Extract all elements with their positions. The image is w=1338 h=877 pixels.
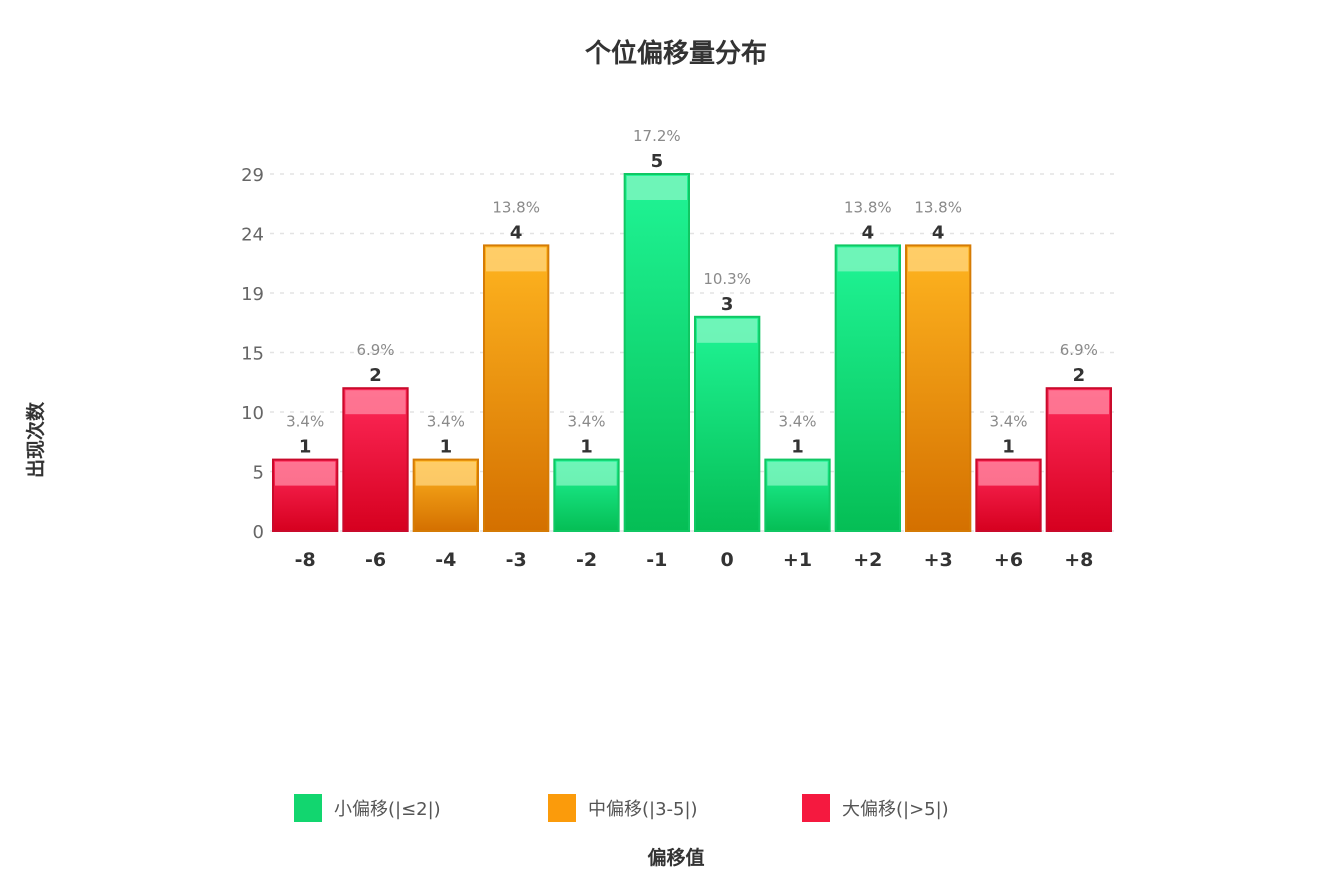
count-label: 4 xyxy=(932,222,945,243)
x-tick-label: -8 xyxy=(295,549,316,571)
chart-title: 个位偏移量分布 xyxy=(585,38,767,69)
legend-swatch-medium xyxy=(548,794,576,822)
y-axis-label: 出现次数 xyxy=(24,401,47,478)
percent-label: 3.4% xyxy=(567,413,605,431)
bar xyxy=(483,244,550,532)
y-tick-label: 5 xyxy=(253,463,264,484)
percent-label: 13.8% xyxy=(492,198,540,216)
bar-highlight xyxy=(345,390,406,415)
x-tick-label: +3 xyxy=(924,549,953,571)
bar-highlight xyxy=(767,461,828,486)
x-tick-label: +2 xyxy=(853,549,882,571)
bar-highlight xyxy=(978,461,1039,486)
x-tick-label: +8 xyxy=(1064,549,1093,571)
data-labels: 13.4%26.9%13.4%413.8%13.4%517.2%310.3%13… xyxy=(286,127,1098,458)
percent-label: 6.9% xyxy=(1060,341,1098,359)
x-tick-label: -3 xyxy=(506,549,527,571)
y-tick-label: 19 xyxy=(241,284,264,305)
bars xyxy=(272,173,1112,533)
bar-highlight xyxy=(837,247,898,272)
count-label: 1 xyxy=(440,437,453,458)
bar xyxy=(694,315,761,532)
count-label: 1 xyxy=(299,437,312,458)
x-tick-label: +1 xyxy=(783,549,812,571)
count-label: 1 xyxy=(791,437,804,458)
x-tick-label: 0 xyxy=(721,549,734,571)
x-tick-label: +6 xyxy=(994,549,1023,571)
count-label: 2 xyxy=(1073,365,1086,386)
y-tick-label: 24 xyxy=(241,225,264,246)
y-axis-ticks: 0 5 10 15 19 24 29 xyxy=(241,165,264,543)
legend-label-large: 大偏移(|>5|) xyxy=(842,799,949,820)
y-tick-label: 29 xyxy=(241,165,264,186)
count-label: 4 xyxy=(862,222,875,243)
percent-label: 3.4% xyxy=(286,413,324,431)
count-label: 1 xyxy=(1002,437,1015,458)
percent-label: 3.4% xyxy=(778,413,816,431)
legend: 小偏移(|≤2|) 中偏移(|3-5|) 大偏移(|>5|) xyxy=(294,794,949,822)
percent-label: 13.8% xyxy=(914,198,962,216)
x-tick-label: -4 xyxy=(435,549,456,571)
x-tick-label: -6 xyxy=(365,549,386,571)
bar-highlight xyxy=(275,461,336,486)
bar xyxy=(834,244,902,532)
grid-lines xyxy=(270,173,1114,532)
percent-label: 6.9% xyxy=(356,341,394,359)
bar xyxy=(905,244,972,532)
bar-highlight xyxy=(1048,390,1109,415)
legend-swatch-large xyxy=(802,794,830,822)
percent-label: 13.8% xyxy=(844,198,892,216)
legend-swatch-small xyxy=(294,794,322,822)
bar-highlight xyxy=(486,247,547,272)
y-tick-label: 0 xyxy=(253,522,264,543)
count-label: 3 xyxy=(721,294,734,315)
bar-highlight xyxy=(697,318,758,343)
bar-highlight xyxy=(626,176,687,200)
y-tick-label: 10 xyxy=(241,403,264,424)
percent-label: 10.3% xyxy=(703,270,751,288)
x-tick-label: -1 xyxy=(646,549,667,571)
percent-label: 3.4% xyxy=(989,413,1027,431)
legend-label-small: 小偏移(|≤2|) xyxy=(334,799,441,820)
count-label: 5 xyxy=(651,151,664,172)
count-label: 4 xyxy=(510,222,523,243)
bar-highlight xyxy=(908,247,969,272)
x-tick-label: -2 xyxy=(576,549,597,571)
legend-label-medium: 中偏移(|3-5|) xyxy=(588,799,698,820)
percent-label: 17.2% xyxy=(633,127,681,145)
bar-highlight xyxy=(556,461,617,486)
y-tick-label: 15 xyxy=(241,344,264,365)
percent-label: 3.4% xyxy=(427,413,465,431)
bar-highlight xyxy=(415,461,476,486)
count-label: 2 xyxy=(369,365,382,386)
x-axis-ticks: -8 -6 -4 -3 -2 -1 0 +1 +2 +3 +6 +8 xyxy=(295,549,1094,571)
count-label: 1 xyxy=(580,437,593,458)
x-axis-label: 偏移值 xyxy=(647,846,704,869)
bar xyxy=(623,173,691,532)
